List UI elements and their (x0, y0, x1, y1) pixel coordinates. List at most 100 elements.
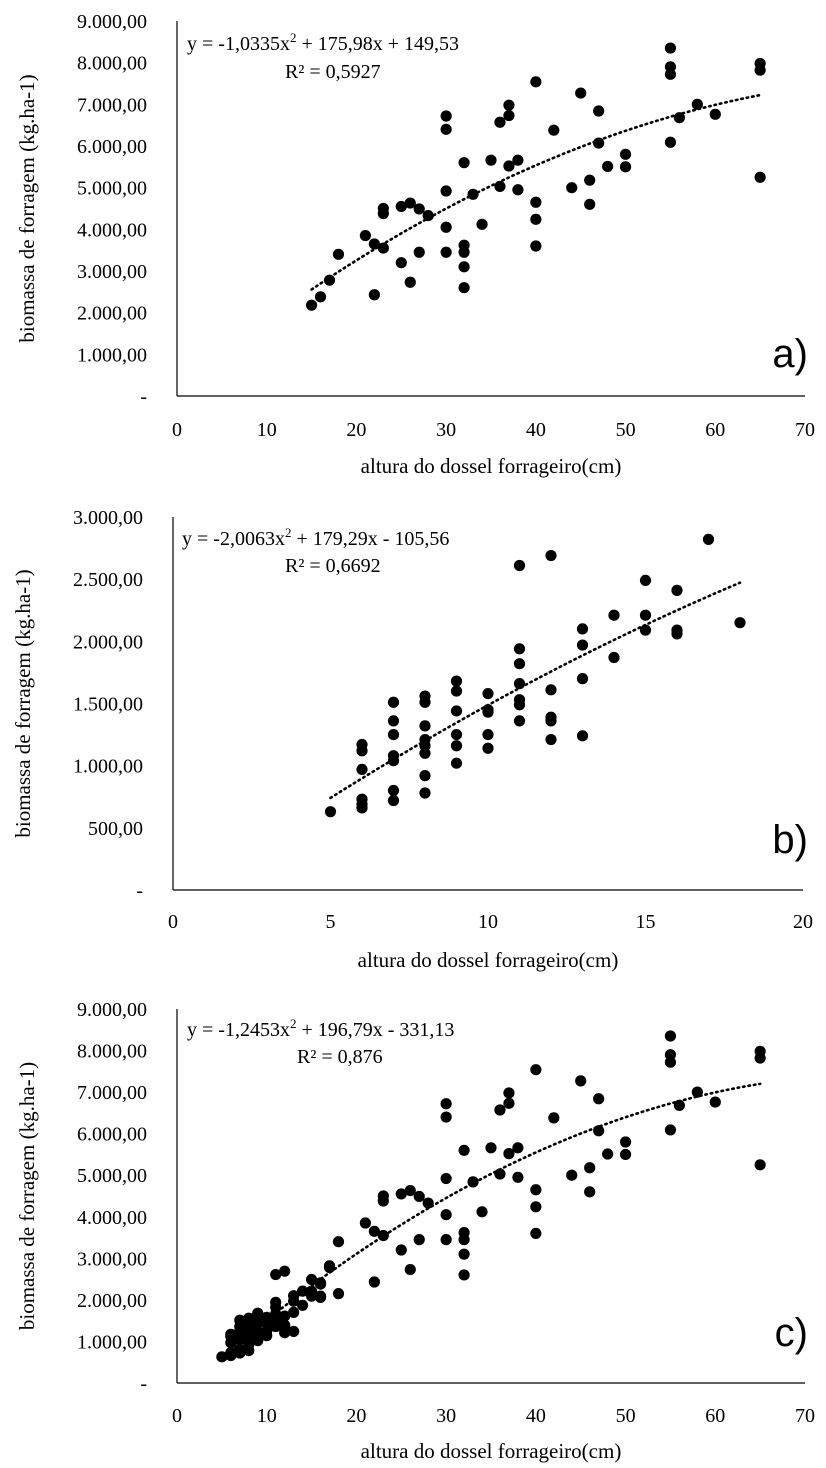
equation-part: + 196,79x - 331,13 (296, 1019, 454, 1041)
equation-part: y = -1,2453x (187, 1019, 290, 1041)
data-point (377, 1229, 389, 1242)
data-point (664, 1124, 677, 1136)
data-point (639, 574, 652, 587)
data-point (584, 174, 596, 186)
x-axis-title: altura do dossel forrageiro(cm) (361, 454, 622, 478)
y-tick-label: 6.000,00 (77, 136, 147, 158)
data-point (754, 64, 766, 76)
y-tick-label: 4.000,00 (77, 219, 147, 241)
data-point (297, 1299, 309, 1311)
equation-part: y = -1,0335x (187, 33, 290, 55)
r-squared-label: R² = 0,6692 (285, 555, 381, 577)
y-tick-label: 5.000,00 (77, 178, 147, 200)
data-point (332, 1236, 345, 1248)
data-point (494, 1104, 506, 1116)
data-point (576, 673, 589, 685)
data-point (467, 188, 479, 200)
trendline-equation: y = -1,0335x2 + 175,98x + 149,53 (187, 30, 459, 55)
data-point (576, 623, 589, 635)
data-point (234, 1347, 246, 1359)
data-point (709, 108, 721, 120)
trendline (310, 93, 762, 291)
y-tick-label: 9.000,00 (77, 11, 147, 33)
data-point (368, 1225, 380, 1237)
data-point (332, 248, 345, 260)
data-point (458, 1234, 470, 1246)
data-point (225, 1337, 237, 1349)
data-point (404, 1263, 416, 1276)
data-point (356, 802, 368, 814)
data-point (404, 1185, 416, 1197)
panel-label: b) (772, 818, 808, 862)
data-point (419, 696, 431, 708)
data-points (324, 533, 746, 818)
data-point (450, 740, 463, 752)
x-tick-label: 20 (346, 419, 366, 441)
x-tick-label: 20 (793, 911, 813, 933)
data-point (458, 157, 470, 169)
data-point (503, 1148, 515, 1160)
data-point (530, 240, 542, 252)
x-tick-label: 40 (526, 419, 546, 441)
data-point (673, 1099, 686, 1112)
data-point (530, 76, 542, 88)
data-points (216, 1030, 766, 1363)
data-point (593, 1125, 605, 1137)
equation-exponent: 2 (285, 525, 292, 540)
y-tick-label: 9.000,00 (77, 999, 147, 1021)
data-point (279, 1265, 291, 1277)
y-tick-label: 6.000,00 (77, 1124, 147, 1146)
y-tick-label: 3.000,00 (73, 507, 143, 529)
x-tick-label: 70 (795, 1405, 815, 1427)
data-point (482, 728, 494, 741)
data-point (664, 1030, 677, 1042)
data-point (252, 1317, 264, 1329)
data-point (413, 1190, 425, 1203)
data-point (584, 1186, 596, 1198)
data-point (413, 203, 425, 215)
data-point (368, 1276, 380, 1288)
panel-label: c) (775, 1311, 808, 1355)
y-tick-label: 2.500,00 (73, 569, 143, 591)
data-point (323, 1261, 336, 1274)
y-tick-label: 7.000,00 (77, 94, 147, 116)
data-point (467, 1176, 479, 1188)
data-point (671, 628, 683, 640)
data-point (419, 787, 431, 799)
data-point (225, 1349, 237, 1362)
data-point (476, 218, 488, 230)
data-point (548, 1112, 560, 1124)
data-point (279, 1310, 291, 1322)
data-point (305, 299, 318, 311)
data-point (482, 687, 494, 700)
data-point (458, 246, 470, 258)
data-point (566, 1169, 578, 1181)
data-point (593, 1093, 605, 1105)
data-point (530, 1184, 542, 1196)
data-point (314, 291, 327, 303)
x-tick-label: 50 (616, 419, 636, 441)
y-tick-label: 7.000,00 (77, 1082, 147, 1104)
data-point (619, 161, 632, 173)
data-point (270, 1320, 282, 1333)
data-point (440, 1234, 452, 1246)
equation-part: + 175,98x + 149,53 (296, 33, 459, 55)
data-point (485, 1142, 497, 1154)
data-point (450, 757, 463, 769)
data-point (395, 257, 407, 269)
chart-panel-a: - 1.000,00 2.000,00 3.000,00 4.000,00 5.000,0… (15, 11, 815, 478)
data-point (513, 678, 526, 690)
data-point (566, 182, 578, 194)
y-tick-label: 1.000,00 (77, 344, 147, 366)
y-tick-label: 1.500,00 (73, 694, 143, 716)
data-point (404, 276, 416, 288)
data-point (332, 1288, 345, 1300)
y-tick-label: 4.000,00 (77, 1207, 147, 1229)
data-point (664, 136, 677, 148)
chart-panel-b: - 500,00 1.000,00 1.500,00 2.000,00 2.500,00 3… (11, 507, 813, 972)
data-point (450, 675, 463, 687)
data-point (377, 202, 389, 215)
data-point (413, 246, 425, 258)
data-point (387, 696, 400, 708)
data-point (593, 137, 605, 149)
